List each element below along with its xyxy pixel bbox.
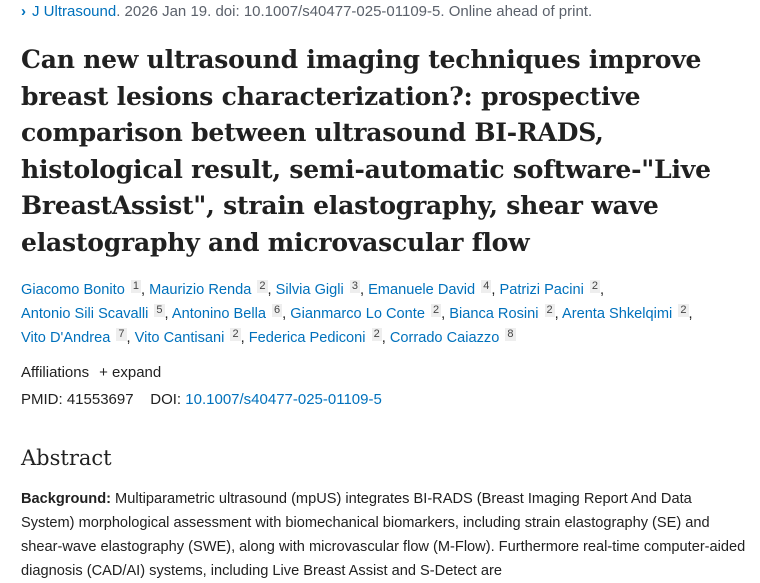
affiliation-number[interactable]: 4	[481, 280, 492, 293]
author-list: Giacomo Bonito 1, Maurizio Renda 2, Silv…	[21, 280, 693, 346]
affiliations: Affiliations + expand	[21, 364, 161, 381]
affiliation-number[interactable]: 5	[154, 304, 165, 317]
doi-link[interactable]: 10.1007/s40477-025-01109-5	[185, 391, 382, 408]
author-link[interactable]: Antonio Sili Scavalli	[21, 306, 149, 322]
doi-label: DOI:	[150, 391, 182, 408]
chevron-right-icon[interactable]: ›	[21, 3, 26, 20]
affiliation-number[interactable]: 2	[371, 328, 382, 341]
author-link[interactable]: Emanuele David	[368, 282, 476, 298]
affiliation-number[interactable]: 1	[130, 280, 142, 293]
affiliation-number[interactable]: 2	[678, 304, 689, 317]
background-text: Multiparametric ultrasound (mpUS) integr…	[21, 491, 746, 579]
abstract-background: Background: Multiparametric ultrasound (…	[21, 487, 746, 583]
article-title: Can new ultrasound imaging techniques im…	[21, 45, 711, 257]
background-label: Background:	[21, 491, 111, 507]
affiliation-number[interactable]: 2	[544, 304, 555, 317]
author-link[interactable]: Arenta Shkelqimi	[561, 306, 673, 322]
affiliations-label: Affiliations	[21, 364, 90, 381]
pmid-label: PMID:	[21, 391, 63, 408]
affiliation-number[interactable]: 7	[116, 328, 127, 341]
author-link[interactable]: Gianmarco Lo Conte	[290, 306, 425, 322]
author-link[interactable]: Corrado Caiazzo	[389, 330, 500, 346]
author-link[interactable]: Antonino Bella	[171, 306, 266, 322]
affiliation-number[interactable]: 2	[431, 304, 442, 317]
affiliation-number[interactable]: 2	[257, 280, 268, 293]
abstract-heading: Abstract	[21, 446, 112, 470]
author-link[interactable]: Maurizio Renda	[149, 282, 252, 298]
affiliation-number[interactable]: 8	[505, 328, 516, 341]
author-link[interactable]: Giacomo Bonito	[21, 282, 125, 298]
identifiers: PMID: 41553697 DOI: 10.1007/s40477-025-0…	[21, 391, 382, 408]
citation-details: . 2026 Jan 19. doi: 10.1007/s40477-025-0…	[116, 3, 593, 20]
affiliation-number[interactable]: 2	[589, 280, 601, 293]
author-link[interactable]: Bianca Rosini	[449, 306, 539, 322]
author-link[interactable]: Vito Cantisani	[134, 330, 225, 346]
affiliation-number[interactable]: 6	[272, 304, 283, 317]
expand-affiliations-button[interactable]: + expand	[99, 364, 162, 381]
affiliation-number[interactable]: 3	[349, 280, 360, 293]
journal-link[interactable]: J Ultrasound	[32, 3, 117, 20]
author-link[interactable]: Patrizi Pacini	[499, 282, 584, 298]
citation: › J Ultrasound. 2026 Jan 19. doi: 10.1007…	[21, 3, 592, 20]
author-link[interactable]: Vito D'Andrea	[21, 330, 111, 346]
affiliation-number[interactable]: 2	[230, 328, 241, 341]
pmid-value: 41553697	[66, 391, 134, 408]
author-link[interactable]: Silvia Gigli	[275, 282, 344, 298]
author-link[interactable]: Federica Pediconi	[248, 330, 366, 346]
